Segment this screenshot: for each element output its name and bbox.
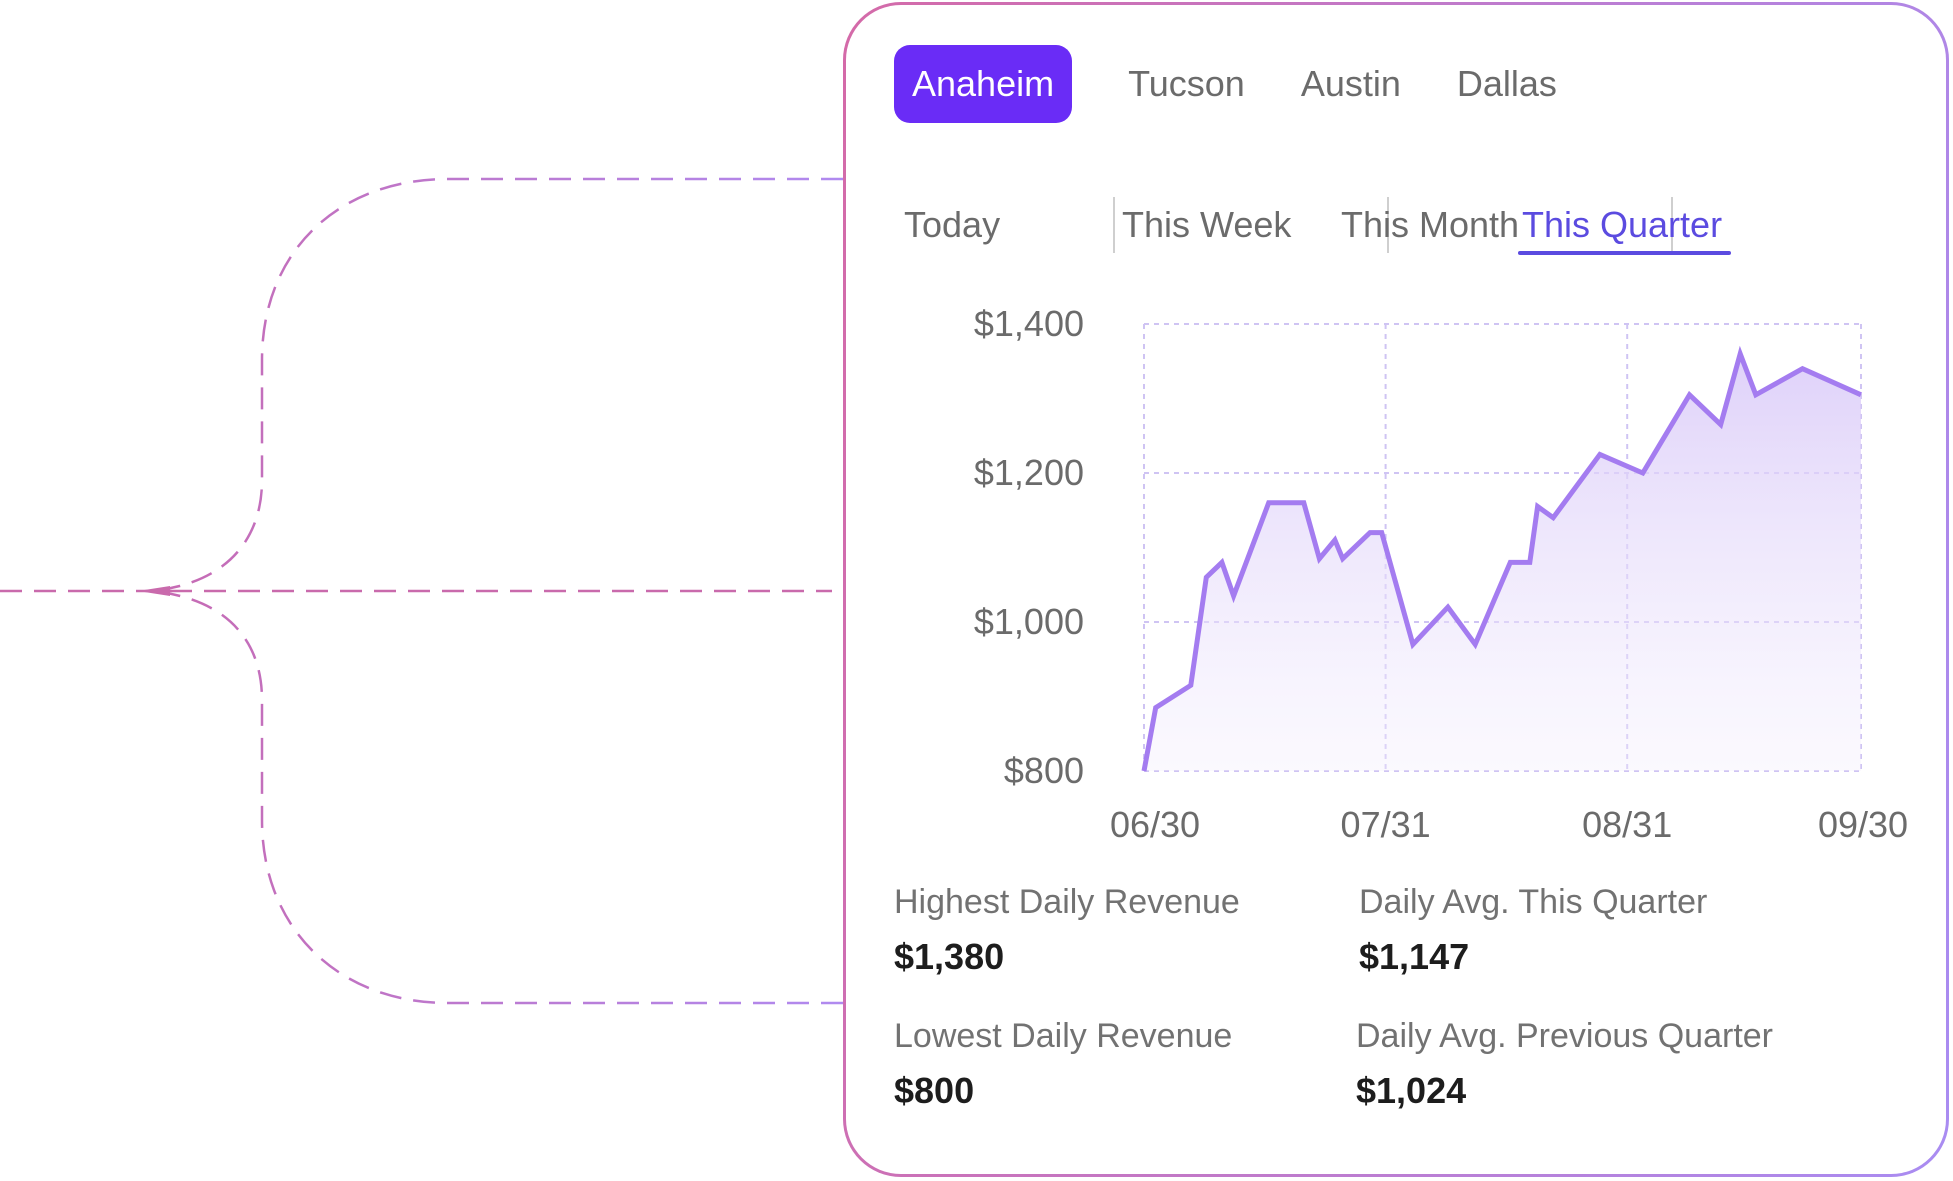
city-tab-tucson[interactable]: Tucson (1128, 63, 1245, 104)
period-tab-this-month[interactable]: This Month (1341, 204, 1520, 245)
y-tick-label: $800 (1004, 750, 1084, 791)
y-axis-labels: $1,400 $1,200 $1,000 $800 (974, 303, 1084, 791)
stat-avg-this-value: $1,147 (1359, 936, 1470, 977)
connector-arrow-icon (138, 586, 170, 596)
stat-avg-prev-label: Daily Avg. Previous Quarter (1356, 1017, 1773, 1055)
stat-avg-this-quarter: Daily Avg. This Quarter $1,147 (1359, 883, 1707, 978)
stat-avg-this-label: Daily Avg. This Quarter (1359, 883, 1708, 921)
period-tabs: Today This Week This Month This Quarter (904, 193, 1904, 257)
revenue-card: Anaheim Tucson Austin Dallas Today This … (843, 2, 1949, 1177)
connector-lower-branch (149, 589, 843, 1005)
period-divider (1387, 197, 1389, 253)
revenue-area (1144, 353, 1861, 771)
period-tab-this-week[interactable]: This Week (1122, 204, 1292, 245)
x-tick-label: 09/30 (1818, 804, 1908, 845)
revenue-chart: $1,400 $1,200 $1,000 $800 06/30 07/31 08/31 09… (974, 303, 1908, 845)
connector-lines (0, 177, 843, 1005)
connector-upper-branch (149, 177, 843, 593)
stat-highest: Highest Daily Revenue $1,380 (894, 883, 1240, 978)
active-period-underline (1518, 251, 1731, 255)
city-tab-dallas[interactable]: Dallas (1456, 63, 1557, 104)
city-tab-anaheim[interactable]: Anaheim (894, 45, 1073, 123)
x-tick-label: 08/31 (1582, 804, 1672, 845)
revenue-line (1141, 345, 1863, 772)
y-tick-label: $1,400 (974, 303, 1084, 344)
y-tick-label: $1,200 (974, 452, 1084, 493)
period-divider (1113, 197, 1115, 253)
stat-highest-label: Highest Daily Revenue (894, 883, 1240, 921)
period-tab-today[interactable]: Today (904, 204, 1001, 245)
stat-avg-prev-value: $1,024 (1356, 1070, 1467, 1111)
x-axis-labels: 06/30 07/31 08/31 09/30 (1110, 804, 1908, 845)
x-tick-label: 07/31 (1341, 804, 1431, 845)
city-tabs: Anaheim Tucson Austin Dallas (894, 45, 1557, 123)
period-divider (1671, 197, 1673, 253)
city-tab-austin[interactable]: Austin (1300, 63, 1401, 104)
period-tab-this-quarter[interactable]: This Quarter (1522, 204, 1723, 245)
x-tick-label: 06/30 (1110, 804, 1200, 845)
stat-lowest: Lowest Daily Revenue $800 (894, 1017, 1232, 1112)
stat-lowest-value: $800 (894, 1070, 975, 1111)
stat-highest-value: $1,380 (894, 936, 1005, 977)
y-tick-label: $1,000 (974, 601, 1084, 642)
stat-avg-previous-quarter: Daily Avg. Previous Quarter $1,024 (1356, 1017, 1773, 1112)
stat-lowest-label: Lowest Daily Revenue (894, 1017, 1233, 1055)
